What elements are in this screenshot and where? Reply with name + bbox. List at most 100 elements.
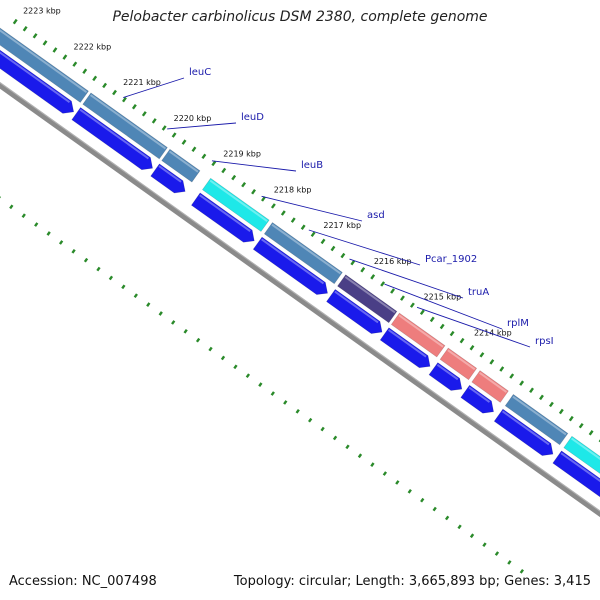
tick-dot xyxy=(499,366,505,372)
tick-dot xyxy=(300,224,306,230)
tick-label: 2222 kbp xyxy=(74,43,112,52)
gene-arrow-blue-shine xyxy=(501,410,550,446)
tick-dot xyxy=(181,139,187,145)
tick-dot xyxy=(588,430,594,436)
tick-dot xyxy=(340,252,346,259)
lower-dot xyxy=(146,302,151,307)
gene-steel xyxy=(0,27,89,103)
gene-arrow-blue-shine xyxy=(436,364,459,381)
tick-dot xyxy=(122,96,127,103)
leader-line xyxy=(308,229,421,266)
lower-dot xyxy=(469,533,475,539)
tick-label: 2219 kbp xyxy=(223,149,261,158)
lower-dot xyxy=(395,480,400,485)
tick-dot xyxy=(548,401,554,408)
tick-dot xyxy=(568,415,574,422)
gene-navy-shine xyxy=(344,276,396,314)
accession-text: Accession: NC_007498 xyxy=(9,574,157,589)
gene-label: rpsI xyxy=(535,336,554,347)
tick-dot xyxy=(221,167,227,174)
genome-title: Pelobacter carbinolicus DSM 2380, comple… xyxy=(112,9,488,25)
tick-dot xyxy=(82,68,88,74)
gene-arrow-blue xyxy=(552,450,600,498)
gene-salmon xyxy=(439,347,478,381)
tick-dot xyxy=(519,380,525,386)
gene-label: asd xyxy=(367,210,385,221)
gene-label: leuB xyxy=(301,160,323,171)
lower-dot xyxy=(258,382,263,387)
lower-dot xyxy=(482,542,487,547)
lower-dot xyxy=(208,346,213,352)
lower-dot xyxy=(21,213,26,219)
lower-dot xyxy=(407,488,412,494)
tick-dot xyxy=(330,245,336,252)
lower-dot xyxy=(507,560,512,565)
tick-dot xyxy=(141,111,147,117)
lower-dot xyxy=(444,515,450,521)
gene-cyan-shine xyxy=(209,179,268,222)
gene-label: truA xyxy=(468,287,489,298)
lower-dot xyxy=(121,284,126,290)
tick-dot xyxy=(439,323,445,330)
lower-dot xyxy=(108,275,114,281)
lower-dot xyxy=(308,417,313,423)
tick-dot xyxy=(231,174,237,181)
tick-dot xyxy=(280,210,286,216)
backbone-line xyxy=(0,82,600,518)
tick-dot xyxy=(270,203,276,209)
lower-dot xyxy=(34,222,39,227)
leader-line xyxy=(261,195,363,222)
gene-arrow-blue-shine xyxy=(0,51,71,104)
tick-dot xyxy=(419,309,425,316)
lower-dot xyxy=(71,248,76,254)
tick-dot xyxy=(211,160,217,167)
gene-label: rplM xyxy=(507,318,529,329)
tick-dot xyxy=(400,295,405,301)
tick-dot xyxy=(131,103,137,110)
gene-arrow-blue xyxy=(428,362,463,391)
tick-dot xyxy=(290,217,296,223)
gene-arrow-blue xyxy=(0,49,75,114)
lower-dot xyxy=(9,204,14,210)
gene-arrow-blue xyxy=(71,107,153,171)
tick-dot xyxy=(22,26,28,32)
lower-dot xyxy=(46,231,51,236)
tick-dot xyxy=(469,344,475,351)
genes-layer xyxy=(0,27,600,498)
tick-dot xyxy=(191,146,197,152)
gene-salmon-shine xyxy=(479,372,508,393)
tick-dot xyxy=(509,373,515,379)
gene-arrow-blue xyxy=(150,163,186,194)
lower-dot xyxy=(171,320,176,325)
gene-arrow-blue-shine xyxy=(387,329,427,358)
gene-salmon xyxy=(390,312,446,358)
tick-dot xyxy=(459,337,465,344)
gene-salmon-shine xyxy=(398,314,444,348)
backbone-highlight xyxy=(0,81,600,512)
gene-steel xyxy=(263,222,343,285)
lower-dot xyxy=(519,568,524,574)
lower-dot xyxy=(183,328,188,334)
gene-navy xyxy=(337,274,398,324)
lower-dot xyxy=(457,524,462,530)
tick-dot xyxy=(449,330,455,337)
gene-arrow-blue xyxy=(460,384,494,414)
gene-arrow-blue xyxy=(190,192,255,243)
tick-dot xyxy=(479,352,485,358)
lower-dot xyxy=(345,444,350,450)
gene-arrow-blue xyxy=(379,327,431,369)
tick-label: 2217 kbp xyxy=(323,221,361,230)
tick-dot xyxy=(310,231,316,238)
genome-summary-text: Topology: circular; Length: 3,665,893 bp… xyxy=(233,574,591,589)
lower-dot xyxy=(83,257,89,263)
lower-dot xyxy=(357,453,363,459)
tick-dot xyxy=(161,125,167,131)
leader-line xyxy=(211,160,297,172)
gene-arrow-blue xyxy=(493,408,554,456)
lower-dot xyxy=(295,408,300,414)
lower-dot xyxy=(283,400,288,405)
tick-dot xyxy=(409,302,415,308)
lower-dot xyxy=(494,551,500,556)
lower-dot xyxy=(58,240,64,245)
lower-dot xyxy=(320,426,325,432)
